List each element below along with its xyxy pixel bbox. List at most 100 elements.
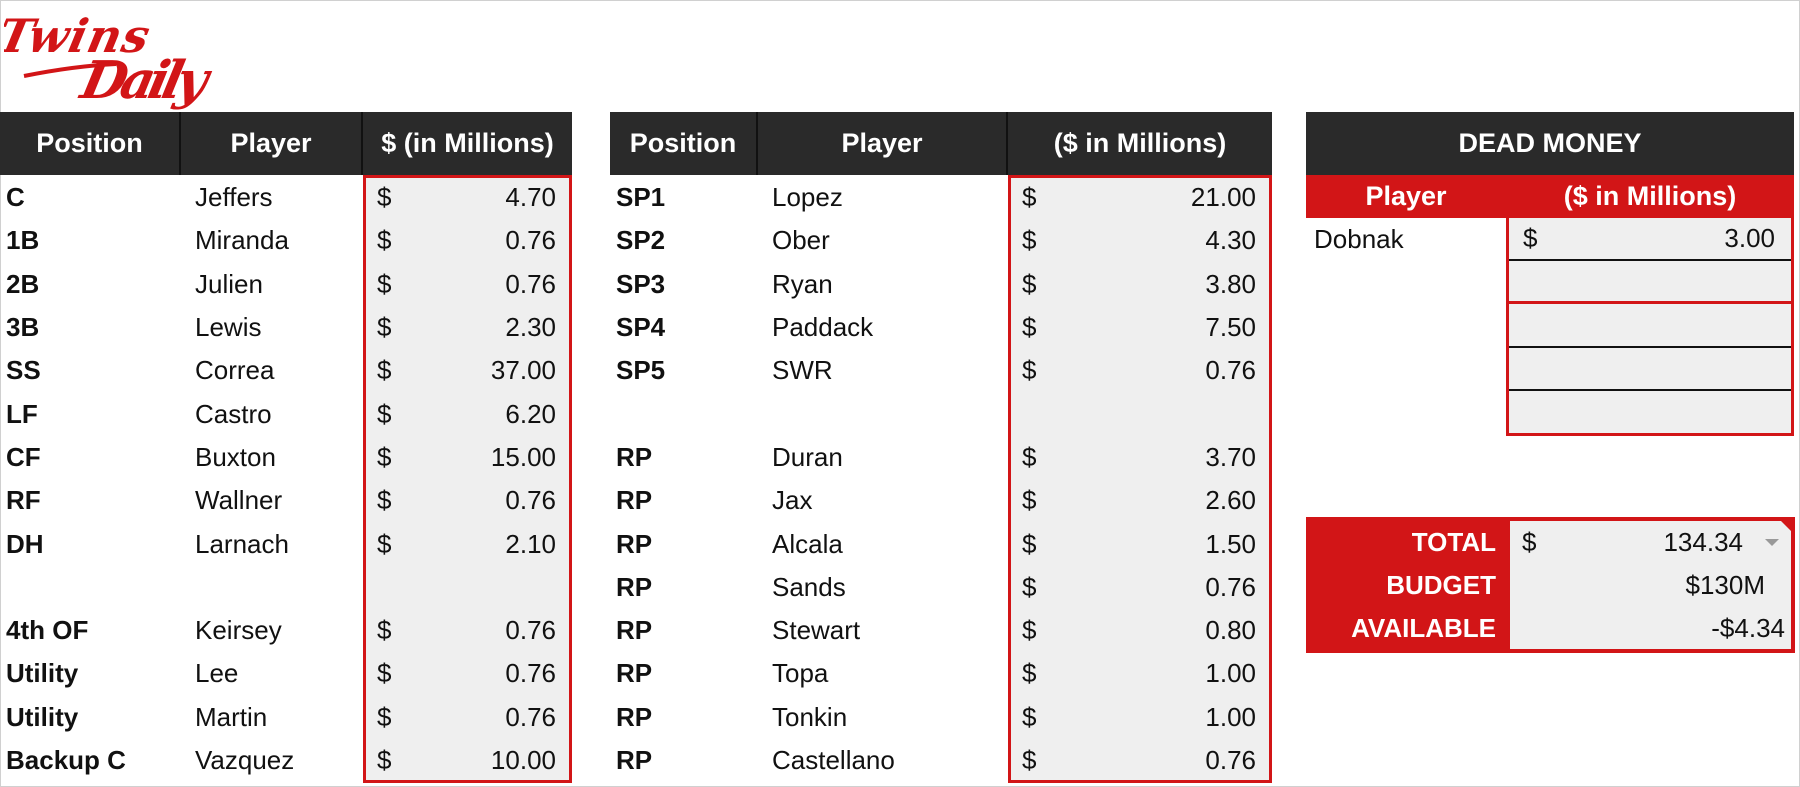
table-row: Utility Martin $0.76 <box>0 696 572 739</box>
position-cell: RP <box>616 485 653 516</box>
table-row: 3B Lewis $2.30 <box>0 306 572 349</box>
amount-cell[interactable]: $4.30 <box>1008 219 1272 262</box>
table-row: RP Alcala $1.50 <box>610 522 1272 565</box>
position-cell: RP <box>616 528 653 559</box>
header-position: Position <box>0 112 181 175</box>
budget-label: BUDGET <box>1386 570 1496 600</box>
dropdown-arrow-icon[interactable] <box>1765 539 1779 546</box>
amount-cell[interactable]: $2.30 <box>363 306 572 349</box>
amount-value: 3.70 <box>1205 441 1256 472</box>
amount-cell[interactable]: $1.00 <box>1008 696 1272 739</box>
player-cell: Topa <box>772 658 829 689</box>
amount-cell[interactable]: $1.50 <box>1008 522 1272 565</box>
amount-cell[interactable]: $4.70 <box>363 176 572 219</box>
position-cell: RP <box>616 615 653 646</box>
player-cell: Dobnak <box>1314 224 1404 255</box>
table-row: 1B Miranda $0.76 <box>0 219 572 262</box>
currency-symbol: $ <box>377 658 392 689</box>
currency-symbol: $ <box>1022 225 1037 256</box>
currency-symbol: $ <box>1022 658 1037 689</box>
amount-value: 10.00 <box>490 745 556 776</box>
amount-cell[interactable]: $0.76 <box>363 696 572 739</box>
player-cell: Keirsey <box>195 615 282 646</box>
dead-money-row <box>1306 347 1794 391</box>
amount-value: 1.50 <box>1205 528 1256 559</box>
position-cell: Backup C <box>6 745 126 776</box>
position-cell: SP4 <box>616 312 666 343</box>
amount-cell[interactable]: $0.76 <box>363 609 572 652</box>
amount-value: 0.76 <box>505 225 556 256</box>
amount-cell[interactable]: $2.60 <box>1008 479 1272 522</box>
amount-cell[interactable] <box>1509 304 1791 348</box>
amount-value: 0.76 <box>1205 355 1256 386</box>
amount-cell[interactable]: $1.00 <box>1008 652 1272 695</box>
amount-cell[interactable]: $0.76 <box>1008 739 1272 782</box>
amount-cell[interactable] <box>1008 393 1272 436</box>
amount-cell[interactable] <box>1509 347 1791 391</box>
amount-cell[interactable]: $7.50 <box>1008 306 1272 349</box>
amount-value: 6.20 <box>505 398 556 429</box>
comment-indicator-icon[interactable] <box>1781 521 1791 531</box>
table-row: RP Topa $1.00 <box>610 652 1272 695</box>
amount-value: 0.76 <box>1205 745 1256 776</box>
player-cell: Sands <box>772 571 846 602</box>
amount-cell[interactable]: $21.00 <box>1008 176 1272 219</box>
amount-cell[interactable]: $6.20 <box>363 393 572 436</box>
currency-symbol: $ <box>377 225 392 256</box>
player-cell: Lopez <box>772 182 843 213</box>
amount-value: 0.76 <box>505 485 556 516</box>
player-cell: Wallner <box>195 485 283 516</box>
total-label: TOTAL <box>1411 527 1496 557</box>
header-position: Position <box>610 112 758 175</box>
currency-symbol: $ <box>377 398 392 429</box>
svg-text:Daily: Daily <box>74 51 217 110</box>
position-cell: RP <box>616 441 653 472</box>
amount-cell[interactable]: $0.76 <box>363 219 572 262</box>
currency-symbol: $ <box>1022 355 1037 386</box>
amount-cell[interactable]: $0.80 <box>1008 609 1272 652</box>
amount-cell[interactable]: $0.76 <box>363 479 572 522</box>
amount-cell[interactable]: $10.00 <box>363 739 572 782</box>
table-row: RP Sands $0.76 <box>610 566 1272 609</box>
amount-column <box>1008 175 1272 784</box>
player-cell: Lewis <box>195 312 262 343</box>
amount-value: 0.76 <box>505 701 556 732</box>
amount-cell[interactable]: $0.76 <box>363 263 572 306</box>
player-cell: Vazquez <box>195 745 295 776</box>
available-value: -$4.34 <box>1711 613 1785 643</box>
header-amount: ($ in Millions) <box>1008 112 1272 175</box>
table-row <box>610 393 1272 436</box>
amount-cell[interactable]: $3.70 <box>1008 436 1272 479</box>
player-cell: Lee <box>195 658 239 689</box>
amount-cell[interactable]: $0.76 <box>1008 349 1272 392</box>
amount-cell[interactable]: $0.76 <box>1008 566 1272 609</box>
currency-symbol: $ <box>377 701 392 732</box>
amount-cell[interactable]: $3.00 <box>1509 218 1791 262</box>
player-cell: Castellano <box>772 745 895 776</box>
amount-cell[interactable] <box>1509 261 1791 305</box>
player-cell: Jeffers <box>195 182 273 213</box>
amount-cell[interactable] <box>1509 391 1791 434</box>
amount-column <box>363 175 572 784</box>
amount-cell[interactable]: $2.10 <box>363 522 572 565</box>
table-row: RP Jax $2.60 <box>610 479 1272 522</box>
amount-cell[interactable]: $15.00 <box>363 436 572 479</box>
dead-money-row <box>1306 304 1794 348</box>
player-cell: Ober <box>772 225 830 256</box>
amount-cell[interactable]: $3.80 <box>1008 263 1272 306</box>
position-cell: C <box>6 182 25 213</box>
summary-box: TOTAL BUDGET AVAILABLE $ 134.34 $130M -$… <box>1306 517 1795 653</box>
currency-symbol: $ <box>377 485 392 516</box>
position-cell: SP2 <box>616 225 666 256</box>
position-cell: 2B <box>6 268 40 299</box>
total-value-cell[interactable]: $ 134.34 <box>1510 521 1791 564</box>
header-player: Player <box>181 112 363 175</box>
currency-symbol: $ <box>1022 441 1037 472</box>
amount-cell[interactable]: $0.76 <box>363 652 572 695</box>
amount-cell[interactable]: $37.00 <box>363 349 572 392</box>
amount-value: 15.00 <box>490 441 556 472</box>
table-row: RP Tonkin $1.00 <box>610 696 1272 739</box>
amount-cell[interactable] <box>363 566 572 609</box>
table-row: Backup C Vazquez $10.00 <box>0 739 572 782</box>
available-label: AVAILABLE <box>1351 613 1496 643</box>
